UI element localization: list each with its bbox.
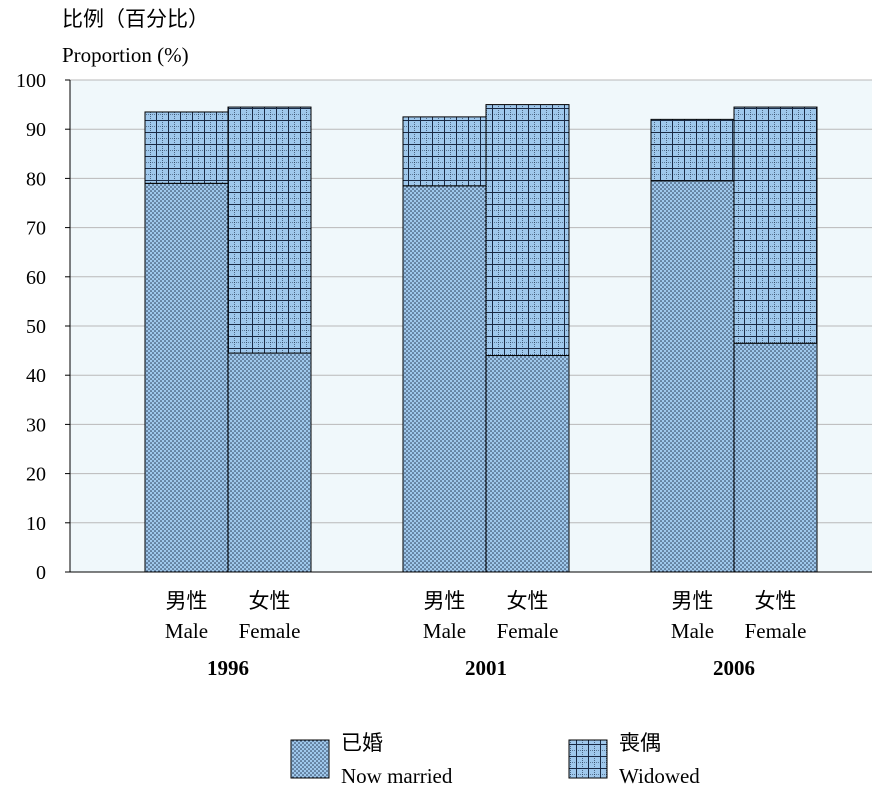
x-category-label-cn: 男性 [424,589,466,613]
x-category-label-cn: 女性 [507,589,549,613]
y-tick-label: 50 [26,316,46,338]
bar-segment-widowed [227,106,312,354]
bar-segment-now-married [650,180,735,573]
bar-segment-widowed [144,111,229,184]
x-category-label-en: Male [671,619,714,643]
y-tick-label: 80 [26,168,46,190]
bar-segment-now-married [485,355,570,573]
y-tick-label: 30 [26,414,46,436]
x-group-year-label: 2006 [713,656,755,680]
x-category-label-cn: 女性 [249,589,291,613]
legend: 已婚 Now married 喪偶 Widowed [290,731,700,788]
x-category-label-en: Male [423,619,466,643]
y-tick-label: 0 [36,562,46,584]
legend-label-widowed-en: Widowed [619,764,700,788]
x-category-label-cn: 男性 [672,589,714,613]
y-tick-label: 20 [26,464,46,486]
y-tick-label: 90 [26,119,46,141]
bar-segment-widowed [650,118,735,182]
bars [144,104,818,573]
legend-swatch-now-married [290,739,330,779]
bar-segment-now-married [733,342,818,573]
y-tick-label: 70 [26,218,46,240]
legend-swatch-widowed [568,739,608,779]
x-category-label-cn: 男性 [166,589,208,613]
x-category-label-en: Female [745,619,807,643]
y-axis-ticks: 0 10 20 30 40 50 60 70 80 90 100 [16,70,70,584]
y-tick-label: 40 [26,365,46,387]
bar-segment-widowed [733,106,818,344]
bar-segment-now-married [144,182,229,573]
y-axis-title-cn: 比例（百分比） [62,7,209,31]
y-tick-label: 60 [26,267,46,289]
x-category-label-en: Male [165,619,208,643]
legend-label-now-married-cn: 已婚 [341,731,383,755]
legend-label-widowed-cn: 喪偶 [619,731,661,755]
y-tick-label: 100 [16,70,46,92]
bar-segment-now-married [402,185,487,573]
x-group-year-label: 1996 [207,656,249,680]
x-category-label-en: Female [239,619,301,643]
x-axis-labels: 男性 Male 女性 Female 1996 男性 Male 女性 Female 2001 男性 Ma… [165,589,806,680]
x-category-label-en: Female [497,619,559,643]
x-category-label-cn: 女性 [755,589,797,613]
x-group-year-label: 2001 [465,656,507,680]
y-axis-title-en: Proportion (%) [62,43,189,67]
y-tick-label: 10 [26,513,46,535]
bar-segment-widowed [485,104,570,357]
bar-segment-now-married [227,352,312,573]
legend-label-now-married-en: Now married [341,764,453,788]
bar-segment-widowed [402,116,487,187]
